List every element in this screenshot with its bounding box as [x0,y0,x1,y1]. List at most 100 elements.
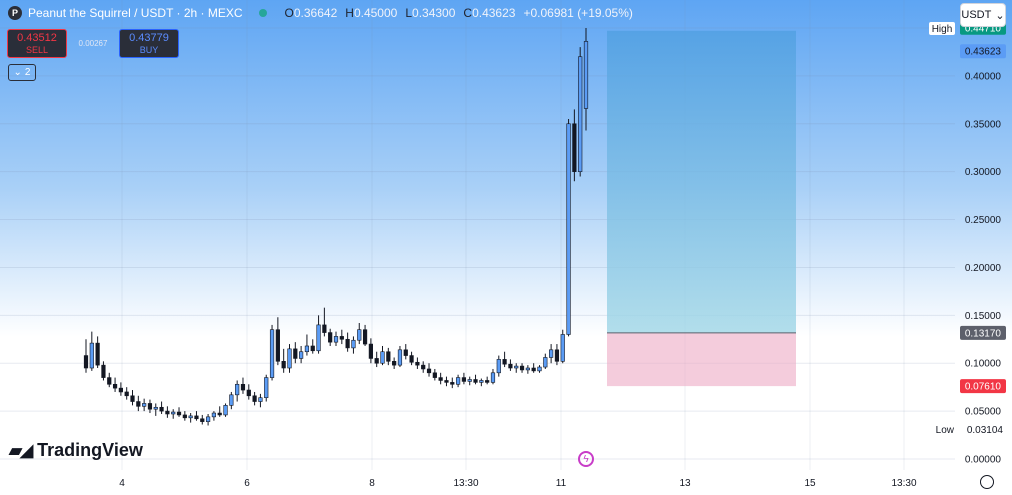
stop-price-tag-bg [960,379,1006,394]
candle-body [392,361,397,366]
candle-body [386,351,391,362]
candle-body [287,348,292,369]
symbol-title[interactable]: Peanut the Squirrel / USDT · 2h · MEXC [28,6,243,20]
target-price-tag: 0.44710 [965,23,1002,34]
candle-body [578,56,583,172]
y-tick-label: 0.05000 [965,407,1002,418]
trade-buttons: 0.43512 SELL 0.00267 0.43779 BUY [7,29,179,58]
candle-body [147,403,153,410]
candlestick-series [83,28,589,426]
x-tick-label: 15 [804,478,816,489]
symbol-logo-icon: P [8,6,22,20]
last-price-tag: 0.43623 [965,47,1002,58]
candle-body [531,367,536,372]
sell-price: 0.43512 [17,31,57,44]
candle-body [89,342,94,369]
candle-body [473,379,478,383]
candle-body [397,349,403,366]
candle-body [490,372,496,383]
low-label: Low [936,425,955,436]
stop-price-tag: 0.07610 [965,382,1002,393]
candle-body [409,355,414,363]
high-value: 0.45000 [353,6,398,20]
candle-body [269,329,275,378]
candle-body [421,364,426,370]
time-axis[interactable]: 4 6 8 13:30 11 13 15 13:30 [119,478,917,489]
candle-body [188,415,193,419]
chevron-down-icon: ⌄ [13,67,22,78]
candle-body [118,387,123,393]
candle-body [461,377,467,382]
candle-body [450,382,455,385]
high-label: High [932,24,953,35]
candle-body [438,377,443,381]
indicators-count: 2 [24,67,31,78]
stop-zone [607,332,796,387]
candle-body [351,339,356,349]
candle-body [525,367,530,371]
indicators-toggle-button[interactable]: ⌄ 2 [8,64,36,81]
change-value: +0.06981 (+19.05%) [523,6,633,20]
candle-body [537,366,542,372]
candle-body [223,405,228,416]
candle-body [258,397,263,402]
entry-price-tag-bg [960,325,1006,340]
buy-label: BUY [139,44,159,55]
last-price-tag-bg [960,44,1006,59]
ohlc-values: O0.36642 H0.45000 L0.34300 C0.43623 +0.0… [284,6,633,20]
candle-body [299,351,304,359]
low-value: 0.34300 [412,6,456,20]
currency-value: USDT [961,9,992,21]
candle-body [508,363,513,369]
candle-body [572,123,577,172]
y-tick-label: 0.00000 [965,455,1002,466]
close-value: 0.43623 [472,6,516,20]
y-tick-label: 0.10000 [965,359,1002,370]
candle-body [333,336,339,343]
candle-body [415,361,420,366]
candle-body [549,349,554,358]
open-value: 0.36642 [293,6,338,20]
gear-icon[interactable] [980,475,994,489]
candle-body [583,41,589,109]
candle-body [235,383,240,396]
candle-body [246,389,251,397]
candle-body [124,391,129,397]
candle-body [455,377,461,385]
y-tick-label: 0.40000 [965,71,1002,82]
candle-body [293,348,298,359]
entry-price-tag: 0.13170 [965,328,1002,339]
tradingview-logo[interactable]: ▰◢ TradingView [9,440,143,461]
candle-body [165,410,170,415]
candle-body [95,342,100,366]
candle-body [194,415,199,420]
candle-body [310,345,315,352]
candle-body [345,338,350,349]
symbol-legend: P Peanut the Squirrel / USDT · 2h · MEXC… [8,6,633,20]
long-position-tool[interactable] [607,30,796,387]
candle-body [467,379,472,382]
candle-body [200,418,205,422]
candle-body [368,343,373,359]
candle-body [328,332,333,343]
candle-body [432,372,437,378]
candle-body [502,359,507,365]
price-axis[interactable]: 0.00000 0.05000 0.10000 0.15000 0.20000 0.250… [929,20,1006,466]
market-status-icon [258,9,267,17]
x-tick-label: 11 [556,478,567,489]
candle-body [357,329,362,341]
candle-body [112,383,118,389]
y-tick-label: 0.15000 [965,311,1002,322]
chevron-down-icon: ⌄ [995,9,1005,22]
buy-button[interactable]: 0.43779 BUY [119,29,179,58]
candle-body [322,324,327,333]
candle-body [374,358,379,364]
currency-select[interactable]: USDT ⌄ [960,3,1006,27]
sell-button[interactable]: 0.43512 SELL [7,29,67,58]
candle-body [107,377,112,385]
candle-body [275,329,280,362]
lightning-icon[interactable]: ϟ [578,451,594,467]
candle-body [240,383,246,391]
candle-body [316,324,321,352]
